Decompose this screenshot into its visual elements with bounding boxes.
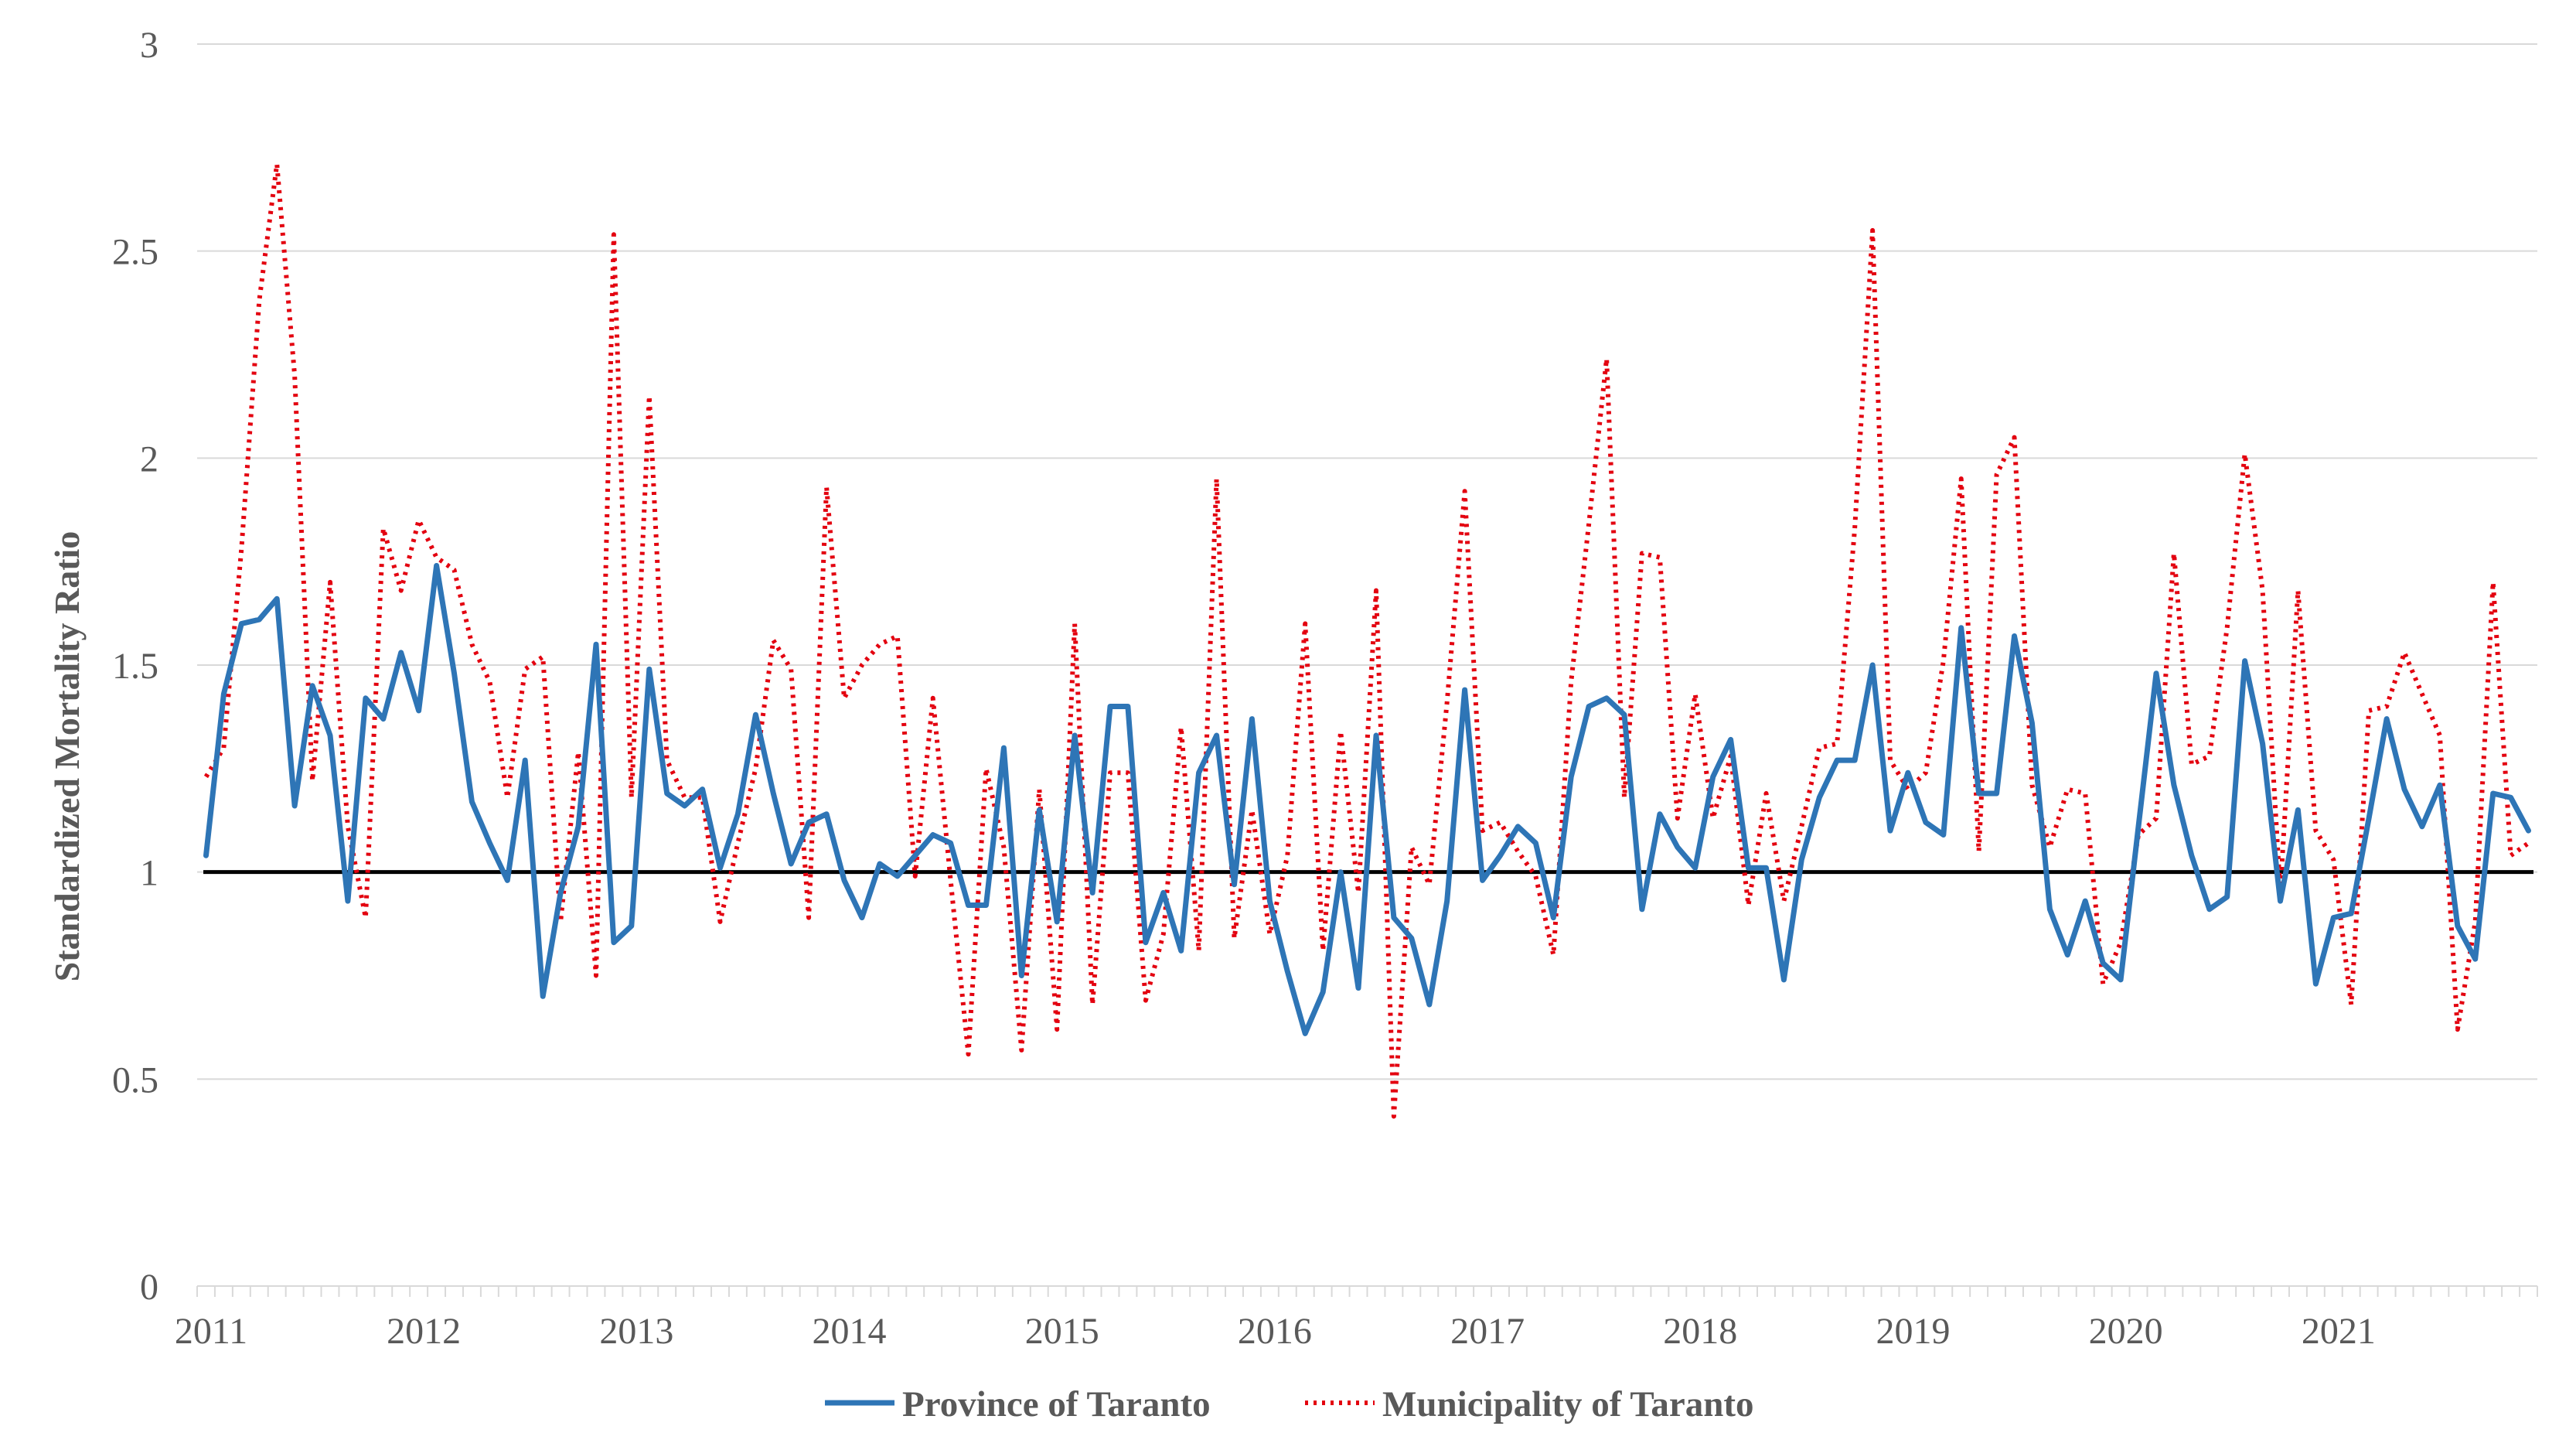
legend: Province of Taranto Municipality of Taran…: [825, 1384, 1754, 1424]
x-tick-labels: 2011 2012 2013 2014 2015 2016 2017 2018 2019 2020…: [175, 1311, 2376, 1352]
series-province-line: [203, 563, 2531, 1036]
y-tick-label: 1: [140, 853, 158, 894]
x-tick-label: 2019: [1876, 1311, 1950, 1352]
y-tick-label: 3: [140, 25, 158, 66]
legend-label: Province of Taranto: [902, 1384, 1211, 1424]
legend-item-province: Province of Taranto: [825, 1384, 1211, 1424]
x-tick-label: 2014: [813, 1311, 887, 1352]
y-tick-label: 0: [140, 1267, 158, 1308]
x-tick-label: 2018: [1663, 1311, 1737, 1352]
x-axis: [196, 1285, 2538, 1297]
series-municipality-line: [203, 162, 2530, 1119]
x-tick-label: 2016: [1238, 1311, 1312, 1352]
x-tick-label: 2013: [599, 1311, 673, 1352]
series-layer: [203, 162, 2531, 1119]
y-tick-label: 1.5: [112, 646, 158, 687]
y-tick-label: 0.5: [112, 1059, 158, 1100]
x-tick-label: 2015: [1025, 1311, 1099, 1352]
x-tick-label: 2012: [387, 1311, 461, 1352]
x-tick-label: 2017: [1450, 1311, 1525, 1352]
legend-label: Municipality of Taranto: [1382, 1384, 1754, 1424]
x-tick-label: 2021: [2302, 1311, 2376, 1352]
y-axis-title: Standardized Mortality Ratio: [47, 531, 87, 982]
y-tick-label: 2.5: [112, 232, 158, 273]
y-tick-labels: 0 0.5 1 1.5 2 2.5 3: [112, 25, 158, 1308]
legend-item-municipality: Municipality of Taranto: [1305, 1384, 1754, 1424]
gridlines: [197, 43, 2537, 1080]
x-tick-label: 2011: [175, 1311, 247, 1352]
x-tick-label: 2020: [2089, 1311, 2163, 1352]
y-tick-label: 2: [140, 438, 158, 479]
